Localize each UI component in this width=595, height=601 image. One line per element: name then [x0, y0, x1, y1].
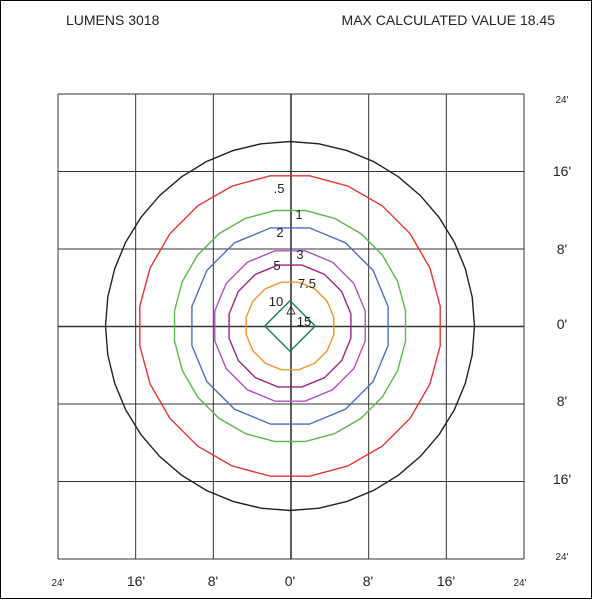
y-tick-label: 16': [553, 471, 571, 487]
contour-label: 15: [297, 314, 311, 329]
contour-label: 7.5: [298, 276, 316, 291]
x-tick-label: 0': [285, 573, 295, 589]
contour-line: [245, 281, 335, 371]
x-tick-label: 24': [513, 578, 526, 589]
x-tick-label: 8': [363, 573, 373, 589]
contour-label: .5: [274, 181, 285, 196]
contour-label: 1: [295, 207, 302, 222]
y-tick-label: 24': [555, 552, 568, 563]
luminaire-marker-icon: [286, 304, 296, 315]
max-value-label: MAX CALCULATED VALUE 18.45: [341, 12, 555, 28]
x-tick-label: 24': [51, 578, 64, 589]
contour-label: 10: [269, 294, 283, 309]
contour-label: 3: [296, 247, 303, 262]
contour-line: [214, 250, 366, 402]
y-tick-label: 16': [553, 163, 571, 179]
contour-line: [173, 209, 407, 443]
x-tick-label: 8': [208, 573, 218, 589]
y-tick-label: 0': [557, 316, 567, 332]
y-tick-label: 8': [557, 241, 567, 257]
contour-line: [139, 175, 441, 477]
y-tick-label: 24': [555, 95, 568, 106]
contour-line: [263, 299, 317, 353]
contour-line: [104, 140, 476, 512]
x-tick-label: 16': [437, 573, 455, 589]
contour-label: 5: [273, 258, 280, 273]
contour-line: [228, 264, 352, 388]
x-tick-label: 16': [127, 573, 145, 589]
y-tick-label: 8': [557, 393, 567, 409]
contour-line: [191, 227, 389, 425]
lumens-label: LUMENS 3018: [66, 12, 160, 28]
contour-label: 2: [276, 225, 283, 240]
